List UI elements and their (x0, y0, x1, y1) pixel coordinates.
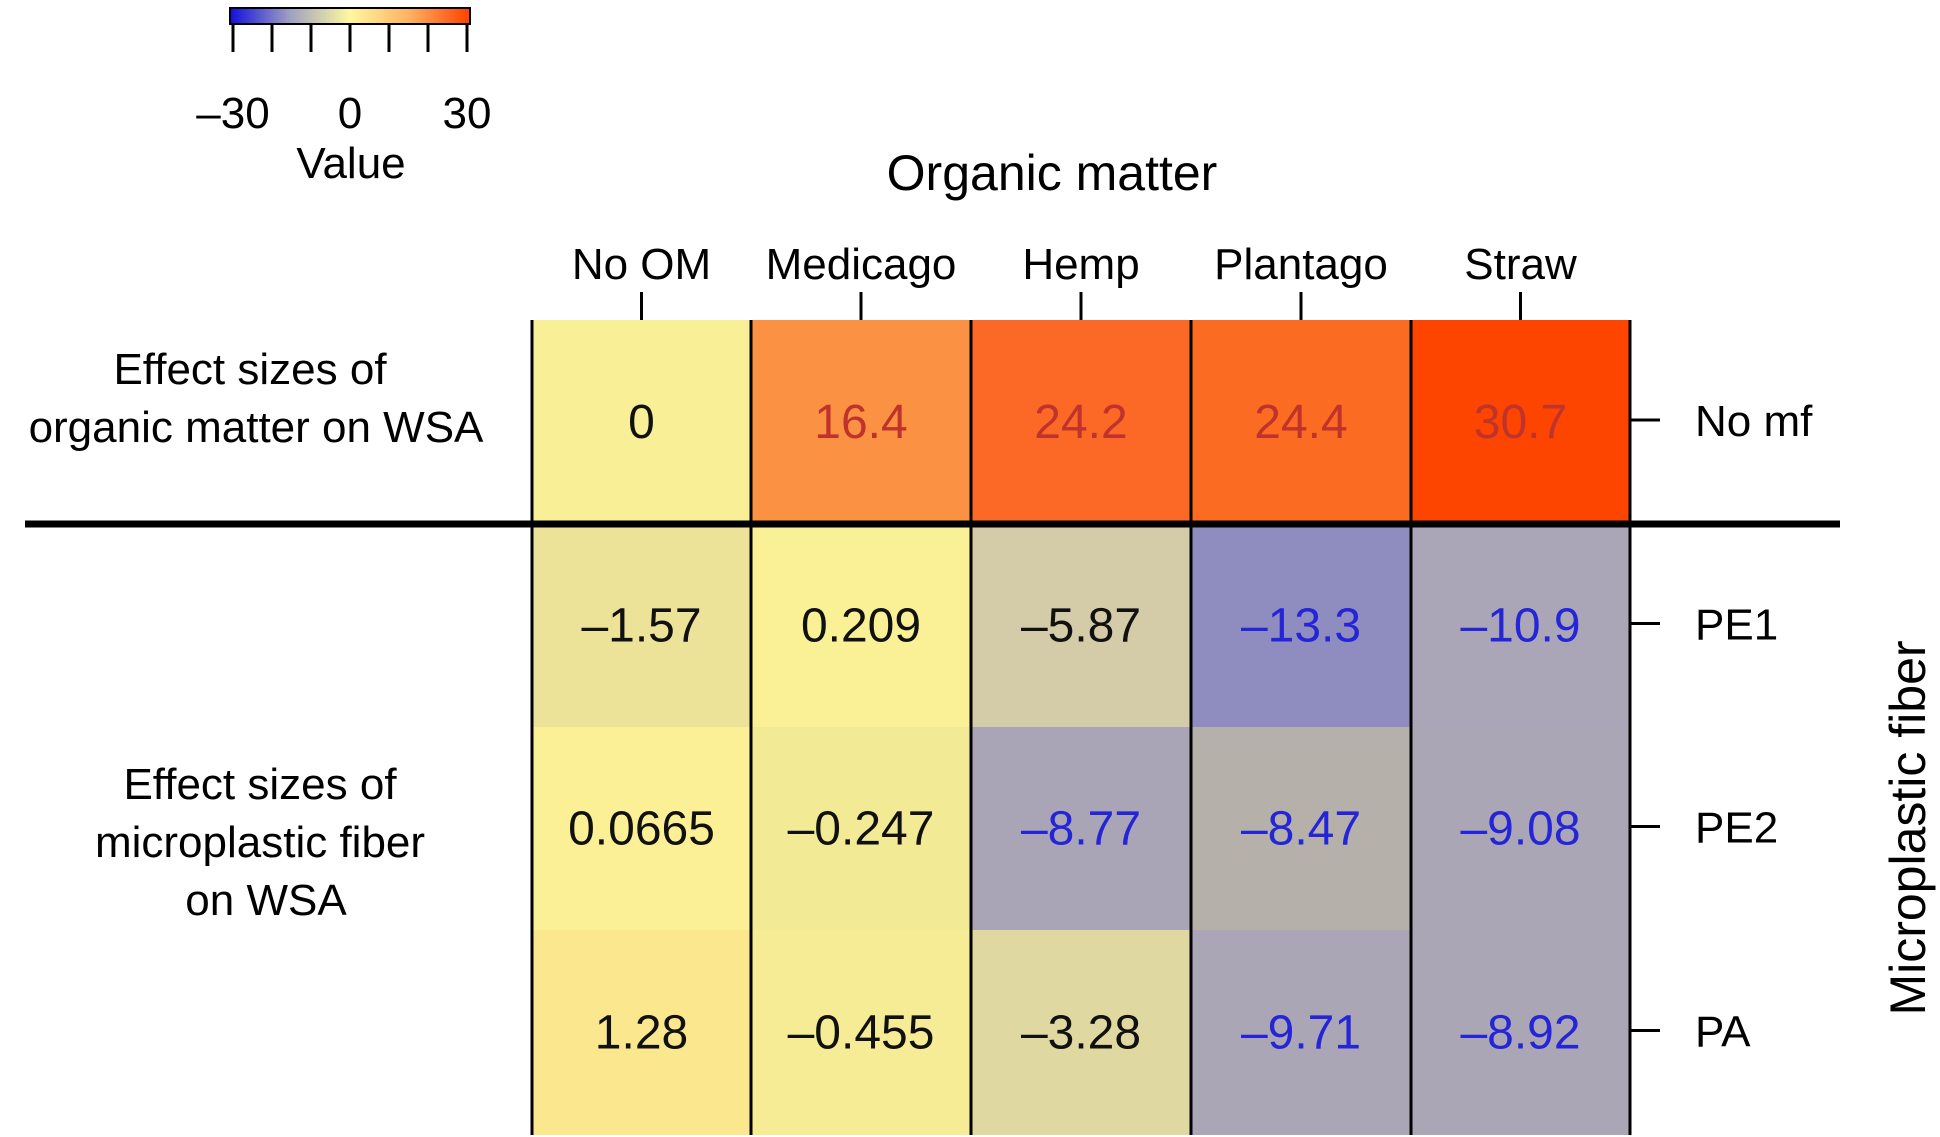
cell-3-4 (1411, 930, 1630, 1135)
cell-1-4 (1411, 524, 1630, 727)
colorbar-tick-label-0: 0 (338, 89, 362, 138)
colorbar-title: Value (296, 139, 405, 188)
cell-label-3-0: 1.28 (595, 1007, 688, 1060)
left-label-organic-line-2: organic matter on WSA (29, 403, 484, 452)
row-label-2: PE2 (1695, 804, 1778, 853)
colorbar-tick-label-neg30: –30 (196, 89, 269, 138)
cell-label-0-4: 30.7 (1474, 396, 1567, 449)
column-label-1: Medicago (766, 240, 957, 289)
y-axis-title: Microplastic fiber (1880, 640, 1936, 1015)
left-label-fiber: Effect sizes of microplastic fiber on WS… (95, 760, 425, 925)
column-label-0: No OM (572, 240, 711, 289)
cell-label-0-1: 16.4 (814, 396, 907, 449)
colorbar-gradient (229, 7, 471, 25)
x-axis-title: Organic matter (887, 145, 1218, 201)
cell-1-2 (971, 524, 1191, 727)
colorbar-tick-label-30: 30 (443, 89, 492, 138)
cell-label-3-2: –3.28 (1021, 1007, 1141, 1060)
cell-label-2-3: –8.47 (1241, 803, 1361, 856)
cell-0-4 (1411, 320, 1630, 524)
colorbar: –30 0 30 Value (196, 7, 492, 188)
cell-label-1-4: –10.9 (1460, 600, 1580, 653)
cell-1-1 (751, 524, 971, 727)
cell-label-2-1: –0.247 (788, 803, 935, 856)
row-label-0: No mf (1695, 397, 1813, 446)
cell-2-2 (971, 727, 1191, 930)
cell-label-2-0: 0.0665 (568, 803, 715, 856)
cell-2-3 (1191, 727, 1411, 930)
column-label-4: Straw (1464, 240, 1577, 289)
cell-label-2-2: –8.77 (1021, 803, 1141, 856)
cell-3-2 (971, 930, 1191, 1135)
row-labels: No mf PE1 PE2 PA (1630, 397, 1813, 1057)
cell-label-3-1: –0.455 (788, 1007, 935, 1060)
cell-2-4 (1411, 727, 1630, 930)
cell-label-3-4: –8.92 (1460, 1007, 1580, 1060)
cell-0-3 (1191, 320, 1411, 524)
left-label-fiber-line-3: on WSA (185, 876, 347, 925)
cell-0-2 (971, 320, 1191, 524)
cell-label-1-3: –13.3 (1241, 600, 1361, 653)
cell-1-0 (532, 524, 751, 727)
cell-label-1-0: –1.57 (581, 600, 701, 653)
cell-1-3 (1191, 524, 1411, 727)
cell-label-2-4: –9.08 (1460, 803, 1580, 856)
cell-3-1 (751, 930, 971, 1135)
heatmap-cells: 0 16.4 24.2 24.4 30.7 –1.57 0.209 –5.87 –13.3 –10… (532, 320, 1630, 1135)
grid-lines (530, 320, 1632, 1135)
left-label-organic-line-1: Effect sizes of (113, 345, 387, 394)
column-labels: No OM Medicago Hemp Plantago Straw (572, 240, 1577, 320)
cell-0-1 (751, 320, 971, 524)
cell-label-3-3: –9.71 (1241, 1007, 1361, 1060)
cell-label-1-1: 0.209 (801, 600, 921, 653)
left-label-fiber-line-2: microplastic fiber (95, 818, 425, 867)
cell-label-0-3: 24.4 (1254, 396, 1347, 449)
cell-3-0 (532, 930, 751, 1135)
left-label-fiber-line-1: Effect sizes of (123, 760, 397, 809)
colorbar-ticks (231, 24, 469, 52)
column-label-3: Plantago (1214, 240, 1388, 289)
cell-3-3 (1191, 930, 1411, 1135)
cell-label-1-2: –5.87 (1021, 600, 1141, 653)
row-label-1: PE1 (1695, 601, 1778, 650)
cell-2-1 (751, 727, 971, 930)
cell-2-0 (532, 727, 751, 930)
column-label-2: Hemp (1022, 240, 1139, 289)
left-label-organic: Effect sizes of organic matter on WSA (29, 345, 484, 452)
cell-0-0 (532, 320, 751, 524)
cell-label-0-2: 24.2 (1034, 396, 1127, 449)
cell-label-0-0: 0 (628, 396, 655, 449)
row-label-3: PA (1695, 1008, 1751, 1057)
